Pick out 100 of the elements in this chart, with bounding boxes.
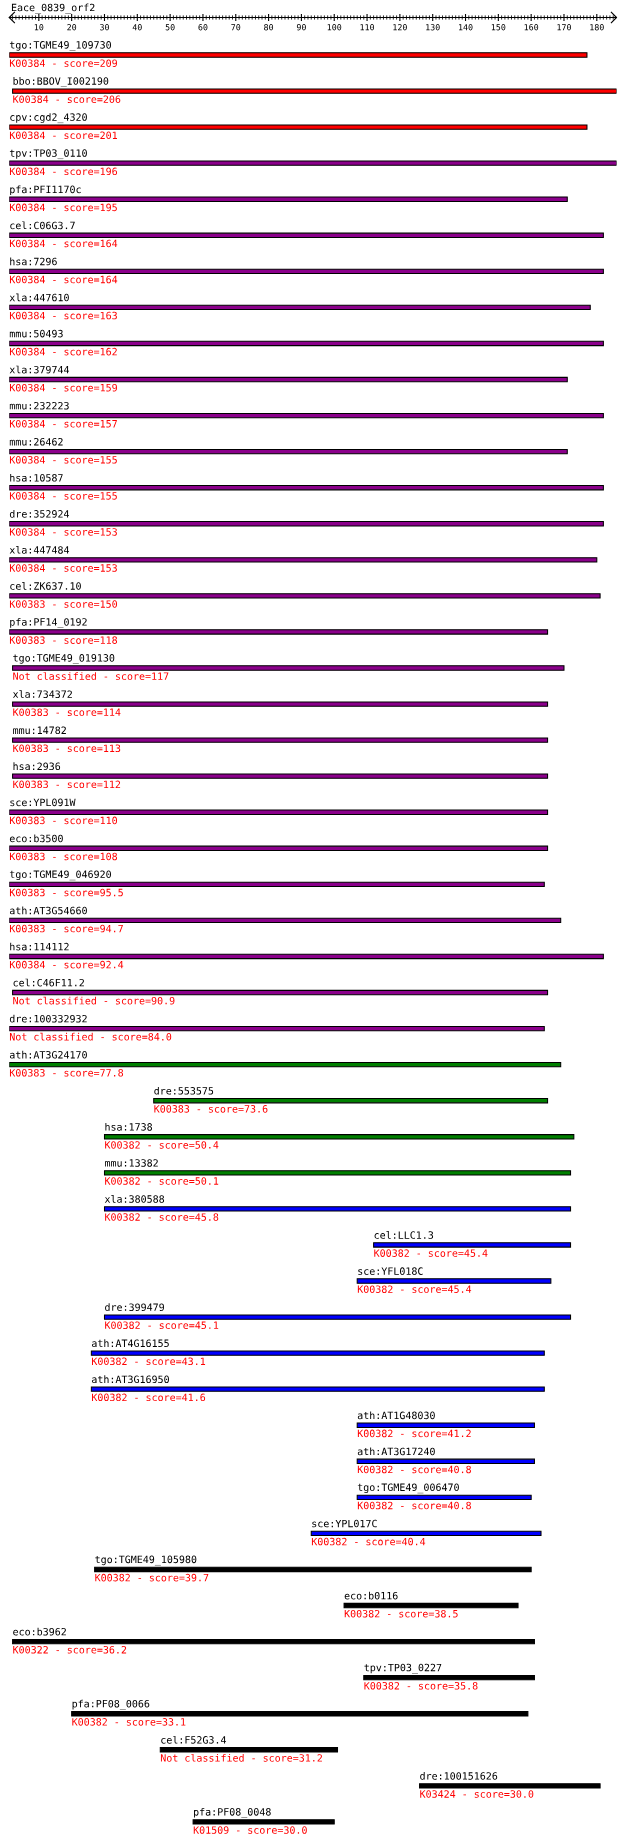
bar xyxy=(12,88,617,94)
bar xyxy=(356,1494,532,1501)
bar xyxy=(9,917,562,924)
x-tick-label: 10 xyxy=(34,24,44,31)
annotation: K00384 - score=159 xyxy=(9,383,117,392)
bar xyxy=(9,304,591,311)
x-tick-label: 20 xyxy=(67,24,77,31)
y-tick-label: cpv:cgd2_4320 xyxy=(10,113,87,124)
y-tick-label: dre:553575 xyxy=(154,1086,214,1095)
y-tick-label: xla:447484 xyxy=(9,545,70,554)
y-tick-label: hsa:114112 xyxy=(10,942,69,951)
y-tick-label: cel:LLC1.3 xyxy=(374,1231,434,1239)
x-tick-label: 140 xyxy=(459,24,473,31)
annotation: K00382 - score=45.1 xyxy=(105,1321,219,1330)
x-tick-label: 100 xyxy=(327,24,342,31)
annotation: K00384 - score=206 xyxy=(13,95,121,103)
annotation: K00383 - score=110 xyxy=(9,816,118,825)
bar xyxy=(159,1747,339,1753)
bar xyxy=(9,629,549,635)
annotation: K00382 - score=40.8 xyxy=(357,1465,471,1474)
annotation: K00384 - score=155 xyxy=(9,492,117,500)
x-tick-label: 60 xyxy=(198,24,208,31)
bar xyxy=(12,773,549,779)
annotation: K00382 - score=39.7 xyxy=(95,1573,209,1582)
y-tick-label: cel:ZK637.10 xyxy=(10,582,81,590)
y-tick-label: dre:399479 xyxy=(105,1303,165,1311)
y-tick-label: pfa:PFI1170c xyxy=(10,185,81,196)
annotation: Not classified - score=117 xyxy=(13,672,169,680)
x-tick-label: 120 xyxy=(393,24,407,31)
bar xyxy=(9,268,604,275)
y-tick-label: xla:734372 xyxy=(12,690,72,698)
bar xyxy=(9,593,601,599)
annotation: K00384 - score=164 xyxy=(9,239,118,248)
annotation: K00383 - score=112 xyxy=(13,780,121,789)
bar xyxy=(12,737,549,743)
y-tick-label: cel:F52G3.4 xyxy=(161,1735,227,1744)
annotation: K00383 - score=77.8 xyxy=(9,1069,124,1077)
bar xyxy=(90,1386,545,1392)
annotation: K00382 - score=40.8 xyxy=(357,1501,471,1510)
y-tick-label: xla:379744 xyxy=(9,365,70,374)
y-tick-label: hsa:2936 xyxy=(13,762,61,771)
y-tick-label: pfa:PF08_0066 xyxy=(72,1699,150,1710)
annotation: K00383 - score=150 xyxy=(9,600,118,608)
y-tick-label: mmu:26462 xyxy=(9,438,63,446)
annotation: K00382 - score=41.6 xyxy=(92,1393,206,1402)
y-tick-label: mmu:232223 xyxy=(9,401,69,410)
annotation: K00382 - score=43.1 xyxy=(92,1357,206,1366)
y-tick-label: pfa:PF08_0048 xyxy=(194,1807,271,1818)
annotation: K00384 - score=164 xyxy=(9,275,118,284)
y-tick-label: tgo:TGME49_046920 xyxy=(9,870,111,881)
annotation: K00382 - score=50.1 xyxy=(105,1177,219,1185)
x-tick-label: 40 xyxy=(132,24,142,31)
bar xyxy=(9,160,617,166)
bar xyxy=(9,196,568,202)
bar xyxy=(356,1458,535,1464)
bar xyxy=(103,1206,572,1212)
annotation: K00382 - score=40.4 xyxy=(311,1537,426,1546)
annotation: K00382 - score=50.4 xyxy=(105,1141,219,1149)
y-tick-label: mmu:13382 xyxy=(105,1159,158,1167)
annotation: K00384 - score=162 xyxy=(9,347,117,356)
bar xyxy=(9,232,604,238)
annotation: K00384 - score=155 xyxy=(9,456,117,464)
y-tick-label: ath:AT4G16155 xyxy=(92,1339,169,1348)
bar xyxy=(12,701,549,707)
x-tick-label: 70 xyxy=(231,24,241,31)
bar xyxy=(9,485,604,491)
bar xyxy=(343,1602,519,1609)
y-tick-label: cel:C46F11.2 xyxy=(13,978,84,987)
annotation: K00382 - score=33.1 xyxy=(72,1718,186,1726)
y-tick-label: tpv:TP03_0110 xyxy=(9,149,87,160)
bar xyxy=(90,1350,545,1356)
annotation: K00384 - score=195 xyxy=(9,203,117,212)
x-tick-label: 80 xyxy=(264,24,274,31)
bar xyxy=(9,412,604,419)
annotation: K00384 - score=163 xyxy=(9,311,117,320)
bar xyxy=(12,665,565,671)
y-tick-label: hsa:1738 xyxy=(105,1122,153,1131)
x-tick-label: 180 xyxy=(590,24,604,31)
annotation: K00384 - score=157 xyxy=(9,419,117,428)
x-tick-label: 50 xyxy=(165,24,175,31)
annotation: K00383 - score=118 xyxy=(9,636,118,644)
x-tick-label: 130 xyxy=(426,24,440,31)
annotation: K00384 - score=153 xyxy=(9,564,117,572)
annotation: K00383 - score=108 xyxy=(9,852,118,861)
y-tick-label: dre:100332932 xyxy=(9,1014,87,1023)
bar xyxy=(9,340,604,347)
annotation: K00382 - score=45.4 xyxy=(374,1249,488,1257)
y-tick-label: ath:AT3G16950 xyxy=(92,1375,169,1384)
y-tick-label: cel:C06G3.7 xyxy=(10,221,75,230)
x-tick-label: 110 xyxy=(360,24,375,31)
y-tick-label: xla:380588 xyxy=(104,1195,165,1203)
y-tick-label: tgo:TGME49_019130 xyxy=(13,654,115,664)
annotation: K00382 - score=35.8 xyxy=(364,1682,478,1690)
annotation: K01509 - score=30.0 xyxy=(193,1826,307,1834)
y-tick-label: eco:b0116 xyxy=(344,1591,398,1600)
y-tick-label: tgo:TGME49_006470 xyxy=(357,1483,459,1494)
annotation: K00384 - score=201 xyxy=(9,131,117,140)
bar xyxy=(9,448,568,455)
annotation: Not classified - score=84.0 xyxy=(9,1032,172,1041)
annotation: K00384 - score=196 xyxy=(9,167,118,176)
